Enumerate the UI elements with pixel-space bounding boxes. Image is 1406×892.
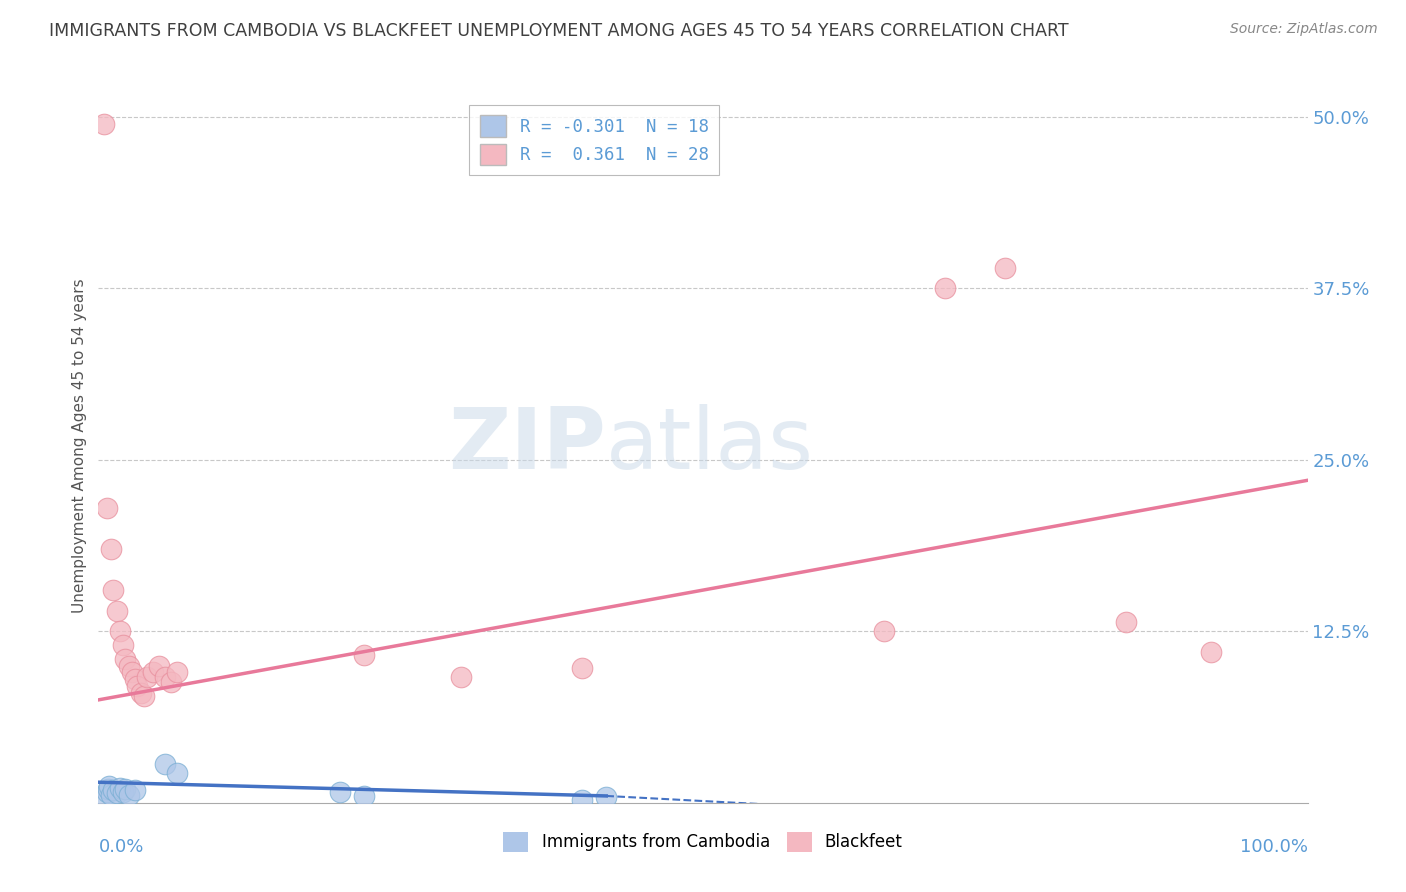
Point bbox=[994, 260, 1017, 275]
Point bbox=[1115, 615, 1137, 629]
Point bbox=[114, 782, 136, 797]
Point bbox=[118, 788, 141, 802]
Legend: R = -0.301  N = 18, R =  0.361  N = 28: R = -0.301 N = 18, R = 0.361 N = 28 bbox=[470, 105, 718, 175]
Point bbox=[595, 790, 617, 805]
Point bbox=[450, 669, 472, 683]
Point bbox=[97, 782, 120, 797]
Point bbox=[353, 789, 375, 803]
Point bbox=[100, 541, 122, 556]
Point bbox=[114, 651, 136, 665]
Point bbox=[118, 658, 141, 673]
Point bbox=[353, 648, 375, 662]
Point bbox=[873, 624, 896, 639]
Point bbox=[134, 689, 156, 703]
Text: IMMIGRANTS FROM CAMBODIA VS BLACKFEET UNEMPLOYMENT AMONG AGES 45 TO 54 YEARS COR: IMMIGRANTS FROM CAMBODIA VS BLACKFEET UN… bbox=[49, 22, 1069, 40]
Text: 0.0%: 0.0% bbox=[98, 838, 143, 856]
Point bbox=[101, 583, 124, 598]
Point bbox=[148, 658, 170, 673]
Point bbox=[329, 785, 352, 799]
Point bbox=[127, 679, 149, 693]
Point bbox=[166, 665, 188, 680]
Point bbox=[111, 785, 134, 799]
Point bbox=[121, 665, 143, 680]
Text: Source: ZipAtlas.com: Source: ZipAtlas.com bbox=[1230, 22, 1378, 37]
Point bbox=[105, 604, 128, 618]
Point bbox=[93, 116, 115, 130]
Point bbox=[160, 675, 183, 690]
Point bbox=[101, 783, 124, 797]
Point bbox=[571, 793, 593, 807]
Point bbox=[129, 686, 152, 700]
Text: ZIP: ZIP bbox=[449, 404, 606, 488]
Point bbox=[135, 669, 157, 683]
Text: atlas: atlas bbox=[606, 404, 814, 488]
Point bbox=[934, 281, 956, 295]
Point bbox=[105, 786, 128, 800]
Point bbox=[1199, 645, 1222, 659]
Point bbox=[153, 669, 176, 683]
Point bbox=[166, 765, 188, 780]
Point bbox=[93, 789, 115, 803]
Point bbox=[124, 783, 146, 797]
Y-axis label: Unemployment Among Ages 45 to 54 years: Unemployment Among Ages 45 to 54 years bbox=[72, 278, 87, 614]
Point bbox=[571, 661, 593, 675]
Point bbox=[100, 788, 122, 802]
Point bbox=[96, 500, 118, 515]
Text: 100.0%: 100.0% bbox=[1240, 838, 1308, 856]
Point bbox=[108, 780, 131, 795]
Point bbox=[111, 638, 134, 652]
Point bbox=[96, 785, 118, 799]
Point bbox=[142, 665, 165, 680]
Point bbox=[124, 673, 146, 687]
Point bbox=[108, 624, 131, 639]
Point bbox=[98, 780, 121, 794]
Point bbox=[153, 757, 176, 772]
